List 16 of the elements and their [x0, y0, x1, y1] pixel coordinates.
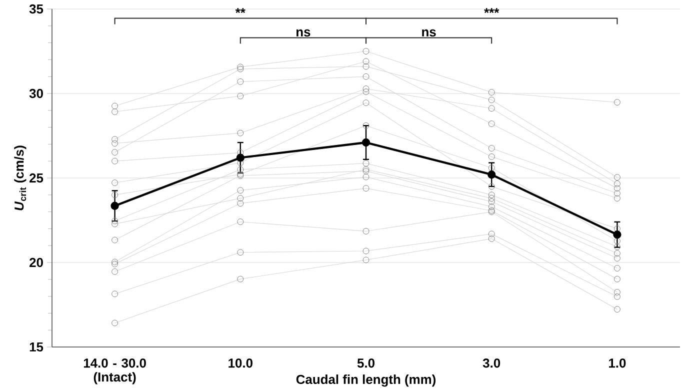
- annotation: **: [235, 8, 246, 13]
- annotation: ns: [422, 29, 436, 37]
- x-tick-label: 14.0 - 30.0 (Intact): [84, 358, 146, 384]
- annotation: ns: [296, 29, 310, 37]
- x-tick-label: 5.0: [357, 358, 374, 368]
- y-tick-label: 15: [30, 342, 44, 352]
- y-axis-title: U$_{crit}$ (cm/s): [14, 146, 26, 210]
- x-tick-label: 1.0: [609, 358, 626, 368]
- x-tick-label: 3.0: [482, 358, 500, 368]
- y-tick-label: 20: [30, 258, 43, 268]
- y-tick-label: 25: [30, 173, 44, 183]
- y-tick-label: 30: [29, 88, 43, 98]
- x-tick-label: 10.0: [228, 358, 252, 368]
- annotation: ***: [484, 8, 500, 13]
- y-tick-label: 35: [29, 4, 44, 14]
- x-axis-title: Caudal fin length (mm): [296, 374, 436, 387]
